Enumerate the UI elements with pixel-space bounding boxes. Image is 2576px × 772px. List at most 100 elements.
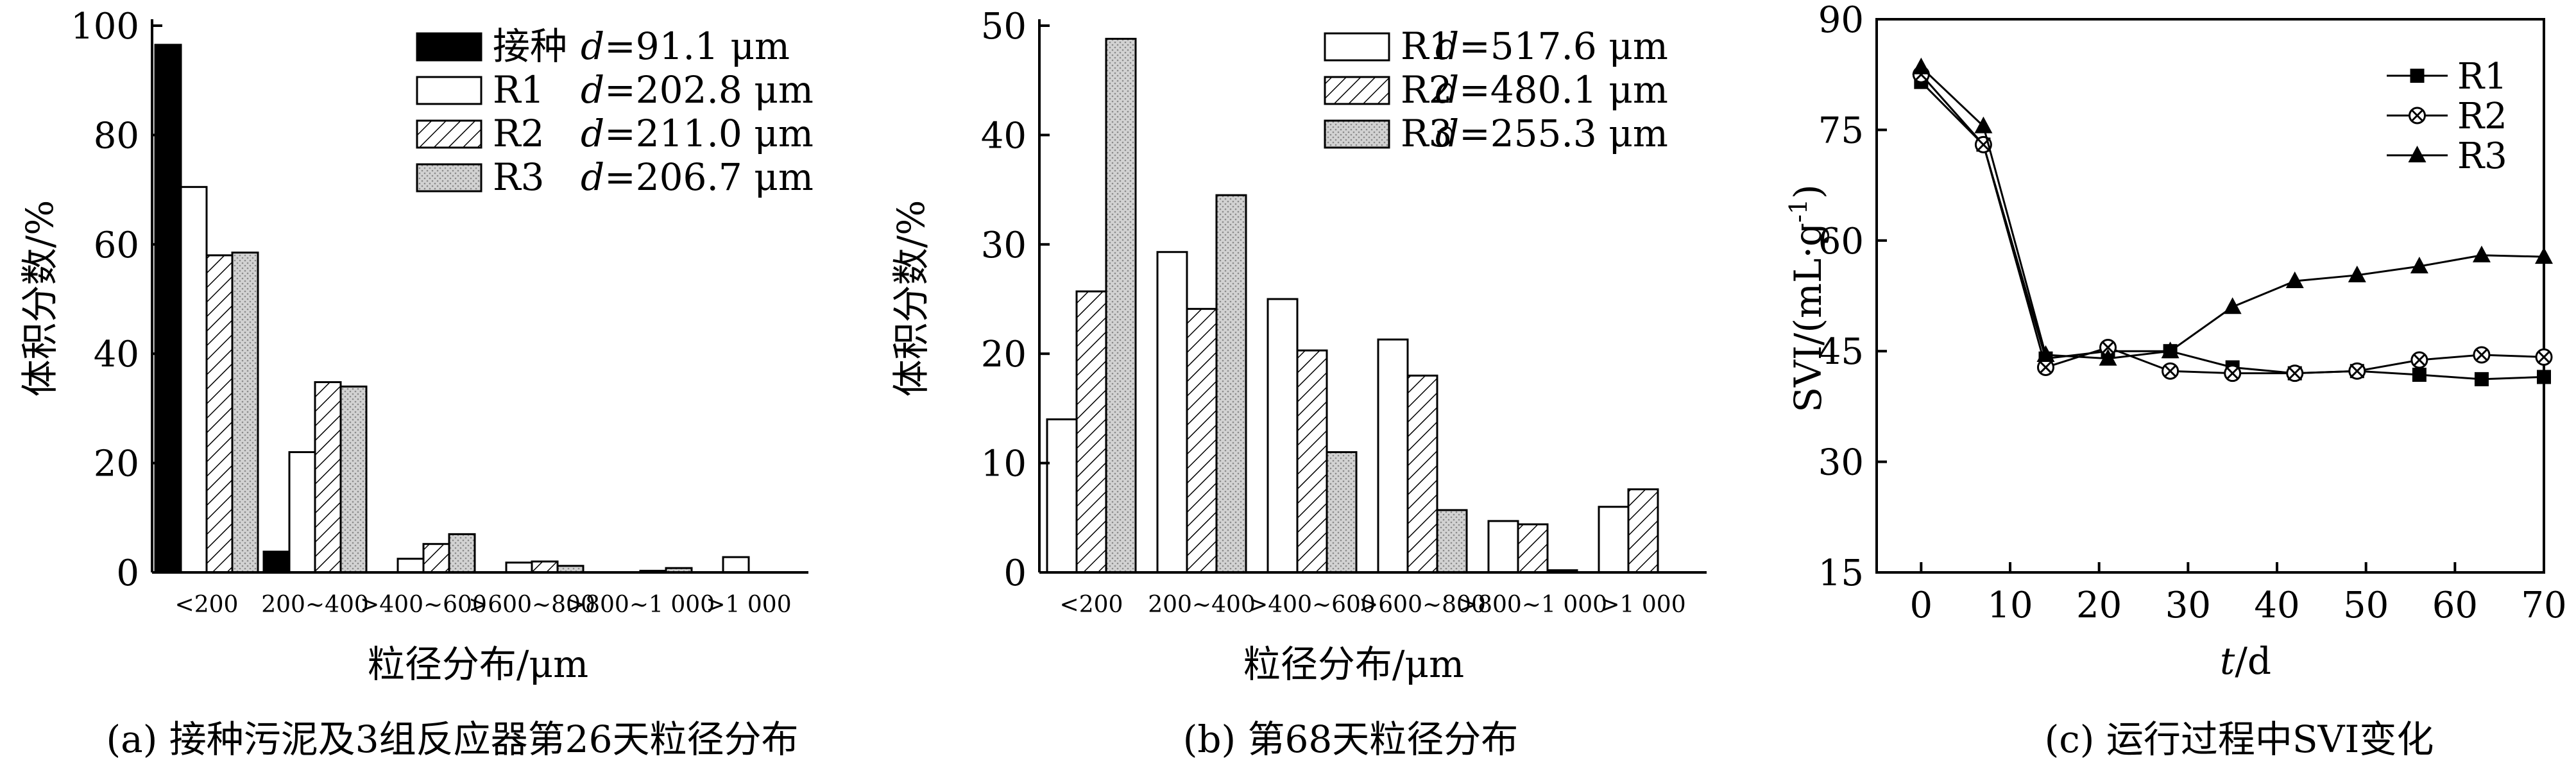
chart-c-point-r3	[2161, 341, 2179, 359]
chart-b-x-tick-label: >800~1 000	[1458, 592, 1607, 618]
chart-b-legend-d-symbol: d	[1435, 24, 1459, 68]
chart-c-point-r2-cross-b	[2164, 365, 2176, 377]
chart-a-legend-label: R1 d=202.8 μm	[493, 68, 814, 112]
chart-c-line-r3	[1920, 66, 2545, 360]
chart-c-point-r2	[2162, 362, 2179, 380]
chart-b-legend-label: R2d=480.1 μm	[1401, 68, 1668, 112]
chart-a-legend-swatch	[416, 32, 482, 62]
chart-c-x-tick-label: 30	[2165, 585, 2211, 626]
chart-b-y-tick-label: 30	[981, 225, 1027, 266]
chart-a-legend-d-value: =202.8 μm	[604, 68, 814, 112]
chart-b-bar	[1627, 488, 1659, 574]
chart-b-ylabel: 体积分数/%	[889, 200, 933, 397]
chart-c-legend-label: R3	[2457, 135, 2507, 177]
chart-a-x-tick-label: >1 000	[706, 592, 791, 618]
chart-b-bar	[1156, 251, 1188, 574]
chart-b-x-tick-label: <200	[1060, 592, 1123, 618]
chart-c-legend-label: R2	[2457, 96, 2507, 137]
chart-c-y-tick-label: 60	[1818, 221, 1864, 262]
chart-c-point-r3-shape	[2535, 247, 2553, 264]
chart-a-legend-swatch	[416, 76, 482, 105]
chart-c-point-r1	[2474, 372, 2489, 386]
chart-b-legend-label: R1d=517.6 μm	[1401, 24, 1668, 68]
chart-a-x-tick-label: >400~600	[360, 592, 487, 618]
chart-a-y-tick-label: 40	[94, 334, 139, 375]
chart-b-bar	[1186, 307, 1218, 574]
chart-c-point-r2	[2286, 365, 2304, 382]
chart-b-legend-series-name: R1	[1401, 24, 1453, 68]
chart-c-point-r1-shape	[2412, 367, 2427, 382]
chart-b-y-ticks: 0 10 20 30 40 50	[981, 6, 1050, 594]
chart-c-point-r2-cross-b	[2289, 367, 2301, 379]
chart-a-legend-d-symbol: d	[581, 68, 604, 112]
chart-c-point-r1-shape	[2537, 370, 2551, 384]
chart-a-legend-series-name: 接种	[493, 24, 567, 68]
chart-c-legend-marker	[2408, 146, 2427, 162]
chart-c-legend-marker-shape	[2410, 69, 2425, 83]
chart-a-legend-series-name: R3	[493, 155, 545, 199]
chart-c-point-r1	[2537, 370, 2551, 384]
chart-b-legend-d-value: =480.1 μm	[1459, 68, 1668, 112]
chart-b-legend-d-value: =255.3 μm	[1459, 112, 1668, 155]
chart-c-point-r2-cross-b	[2475, 348, 2487, 361]
chart-a-legend-d-value: =91.1 μm	[604, 24, 790, 68]
chart-c-legend-marker-cross-b	[2411, 109, 2423, 122]
chart-a-bar	[448, 533, 476, 574]
chart-a: 0 20 40 60 80 100 <200 200~400>400~600>600~800…	[18, 6, 814, 761]
chart-c-point-r3	[2099, 348, 2117, 366]
chart-c-point-r3-shape	[1912, 57, 1931, 74]
chart-c-point-r1	[2412, 367, 2427, 382]
chart-a-bar	[722, 556, 750, 574]
chart-c-point-r3	[2472, 245, 2491, 262]
chart-a-bar	[180, 185, 208, 574]
chart-b-bar	[1436, 509, 1468, 574]
chart-c-y-tick-label: 15	[1818, 553, 1864, 594]
chart-c-point-r3	[2036, 345, 2055, 362]
chart-c-ylabel: SVI/(mL·g-1)	[1784, 184, 1830, 412]
chart-a-legend-series-name: R1	[493, 68, 545, 112]
chart-c-x-tick-label: 50	[2343, 585, 2389, 626]
chart-b-x-tick-label: 200~400	[1148, 592, 1256, 618]
chart-a-bars	[154, 44, 750, 574]
chart-c-legend-marker-shape	[2408, 146, 2427, 162]
chart-b-y-tick-label: 40	[981, 115, 1027, 157]
chart-a-x-tick-label: <200	[175, 592, 239, 618]
chart-b-caption: (b) 第68天粒径分布	[1183, 717, 1519, 761]
chart-a-caption: (a) 接种污泥及3组反应器第26天粒径分布	[107, 717, 799, 761]
chart-c-plot-frame	[1875, 18, 2545, 574]
chart-a-legend-d-value: =211.0 μm	[604, 112, 814, 155]
chart-c-point-r2	[2099, 338, 2117, 356]
chart-c-point-r2	[2348, 362, 2366, 380]
chart-a-y-tick-label: 0	[116, 553, 139, 594]
chart-b-y-tick-label: 50	[981, 6, 1027, 47]
chart-a-bar	[231, 252, 259, 574]
chart-a-bar	[339, 385, 368, 574]
chart-c-x-tick-label: 20	[2076, 585, 2122, 626]
chart-c-point-r3	[2535, 247, 2553, 264]
chart-a-bar	[262, 551, 291, 574]
chart-b-bar	[1046, 418, 1078, 574]
chart-c-ylabel-close: )	[1786, 184, 1830, 199]
chart-c: 0 10 20 30 40 50 60 70 15 30 45 60 75 90 SVI/(mL·g-1)…	[1784, 0, 2567, 761]
chart-a-legend-label: R2 d=211.0 μm	[493, 112, 814, 155]
chart-a-x-tick-label: >800~1 000	[566, 592, 715, 618]
chart-c-point-r3-shape	[2285, 271, 2304, 289]
chart-c-x-tick-label: 60	[2432, 585, 2478, 626]
chart-c-y-tick-label: 90	[1818, 0, 1864, 41]
chart-c-ticks: 0 10 20 30 40 50 60 70 15 30 45 60 75 90	[1818, 0, 2567, 626]
chart-b-bar	[1296, 349, 1328, 574]
chart-b-bar	[1105, 37, 1137, 574]
chart-c-point-r3-shape	[2099, 348, 2117, 366]
chart-a-legend-swatch	[416, 163, 482, 193]
chart-b-bar	[1267, 298, 1299, 574]
chart-c-x-tick-label: 40	[2254, 585, 2299, 626]
chart-a-legend-label: 接种 d=91.1 μm	[493, 24, 790, 68]
chart-c-point-r3-shape	[2410, 257, 2428, 274]
chart-c-xlabel: t/d	[2220, 639, 2271, 683]
chart-c-point-r2-cross-b	[2413, 354, 2425, 366]
chart-b-legend-swatch	[1324, 119, 1390, 149]
chart-a-x-tick-label: >600~800	[468, 592, 595, 618]
chart-c-legend-marker	[2409, 107, 2426, 124]
